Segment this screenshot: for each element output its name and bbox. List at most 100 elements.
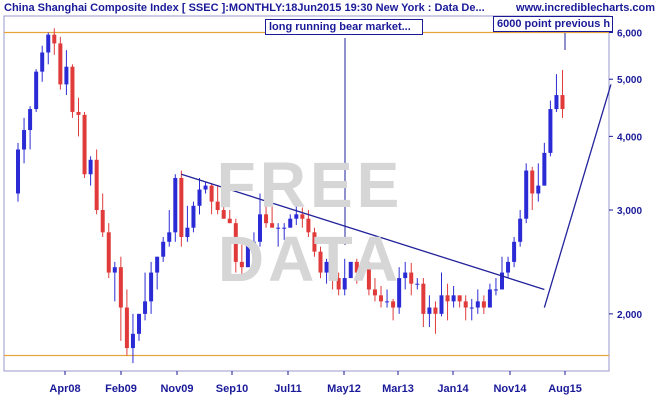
candle-body bbox=[258, 214, 262, 242]
candle-body bbox=[46, 34, 51, 53]
candle-body bbox=[161, 241, 166, 257]
candle-body bbox=[179, 177, 184, 238]
candle-body bbox=[118, 267, 123, 308]
candle-body bbox=[463, 301, 468, 308]
candle-body bbox=[391, 301, 396, 308]
candle-body bbox=[342, 278, 347, 290]
candle-body bbox=[149, 272, 154, 302]
candle-body bbox=[530, 170, 535, 194]
candle-body bbox=[264, 214, 269, 224]
candle-body bbox=[542, 152, 547, 186]
candle-body bbox=[167, 232, 172, 242]
y-tick-label: 6,000 bbox=[617, 29, 642, 40]
candle-body bbox=[16, 149, 20, 194]
watermark: FREE DATA bbox=[216, 149, 404, 295]
candle-body bbox=[239, 261, 244, 268]
candle-body bbox=[445, 295, 450, 302]
previous-high-annotation: 6000 point previous h bbox=[493, 16, 613, 32]
x-tick-label: Nov09 bbox=[160, 383, 193, 395]
x-tick-label: May12 bbox=[327, 383, 361, 395]
candle-body bbox=[106, 232, 111, 273]
candle-body bbox=[124, 307, 129, 349]
candle-body bbox=[560, 95, 565, 110]
candle-body bbox=[233, 223, 238, 262]
candle-body bbox=[191, 205, 196, 228]
candle-body bbox=[554, 95, 559, 110]
candle-body bbox=[100, 210, 105, 233]
candle-body bbox=[28, 109, 33, 131]
candle-body bbox=[227, 218, 232, 224]
candle-body bbox=[88, 159, 93, 175]
candle-body bbox=[500, 272, 504, 290]
chart-title: China Shanghai Composite Index [ SSEC ]:… bbox=[4, 2, 485, 14]
candle-body bbox=[475, 301, 480, 308]
x-tick-label: Jan14 bbox=[437, 383, 469, 395]
candle-body bbox=[276, 227, 281, 229]
candle-body bbox=[82, 114, 87, 175]
y-tick-label: 5,000 bbox=[617, 75, 642, 86]
trendline-1 bbox=[181, 173, 545, 291]
candle-body bbox=[34, 71, 39, 110]
candle-body bbox=[421, 283, 426, 314]
trendline-2 bbox=[543, 84, 612, 308]
candle-body bbox=[524, 170, 529, 219]
candle-body bbox=[300, 214, 305, 219]
candle-body bbox=[40, 52, 45, 72]
candle-body bbox=[415, 283, 420, 285]
candle-body bbox=[155, 256, 160, 273]
candle-body bbox=[64, 66, 69, 85]
candle-body bbox=[94, 159, 99, 211]
x-tick-label: Mar13 bbox=[382, 383, 414, 395]
x-tick-label: Sep10 bbox=[216, 383, 248, 395]
candle-body bbox=[209, 185, 214, 202]
candle-body bbox=[112, 267, 117, 273]
candle-body bbox=[548, 109, 553, 153]
x-tick-label: Apr08 bbox=[49, 383, 80, 395]
candle-body bbox=[294, 214, 299, 219]
candle-body bbox=[312, 232, 317, 252]
candle-body bbox=[143, 301, 148, 314]
candle-body bbox=[493, 289, 498, 291]
candle-body bbox=[197, 189, 202, 206]
candle-body bbox=[451, 295, 456, 302]
y-tick-label: 3,000 bbox=[617, 206, 642, 217]
candle-body bbox=[469, 307, 474, 309]
x-tick-label: Jul11 bbox=[274, 383, 302, 395]
candle-body bbox=[354, 261, 359, 273]
candle-body bbox=[506, 261, 511, 273]
candle-body bbox=[336, 278, 341, 290]
candle-body bbox=[203, 185, 208, 190]
candle-body bbox=[385, 301, 390, 303]
candle-body bbox=[221, 210, 226, 219]
candle-body bbox=[318, 251, 323, 273]
candle-body bbox=[348, 261, 353, 279]
candle-body bbox=[330, 261, 335, 279]
candle-body bbox=[58, 43, 63, 85]
site-url[interactable]: www.incrediblecharts.com bbox=[516, 2, 655, 14]
candle-body bbox=[403, 272, 408, 279]
candle-body bbox=[137, 313, 141, 334]
candle-body bbox=[409, 272, 414, 284]
candle-body bbox=[427, 307, 432, 314]
candle-body bbox=[245, 241, 250, 268]
candle-body bbox=[366, 267, 371, 290]
candle-body bbox=[481, 301, 486, 308]
candle-body bbox=[76, 111, 81, 115]
candle-body bbox=[185, 227, 190, 238]
candle-body bbox=[487, 289, 492, 308]
candle-body bbox=[379, 295, 383, 302]
candle-body bbox=[215, 201, 220, 211]
candle-body bbox=[512, 241, 517, 262]
candle-body bbox=[372, 289, 377, 296]
candle-body bbox=[439, 295, 444, 314]
candle-body bbox=[360, 267, 365, 273]
plot-area bbox=[3, 15, 610, 372]
candle-body bbox=[251, 241, 256, 243]
x-tick-label: Nov14 bbox=[493, 383, 527, 395]
x-tick-label: Aug15 bbox=[548, 383, 582, 395]
candle-body bbox=[288, 218, 293, 228]
candle-body bbox=[282, 227, 287, 229]
candle-body bbox=[324, 261, 329, 273]
candle-body bbox=[397, 278, 402, 308]
